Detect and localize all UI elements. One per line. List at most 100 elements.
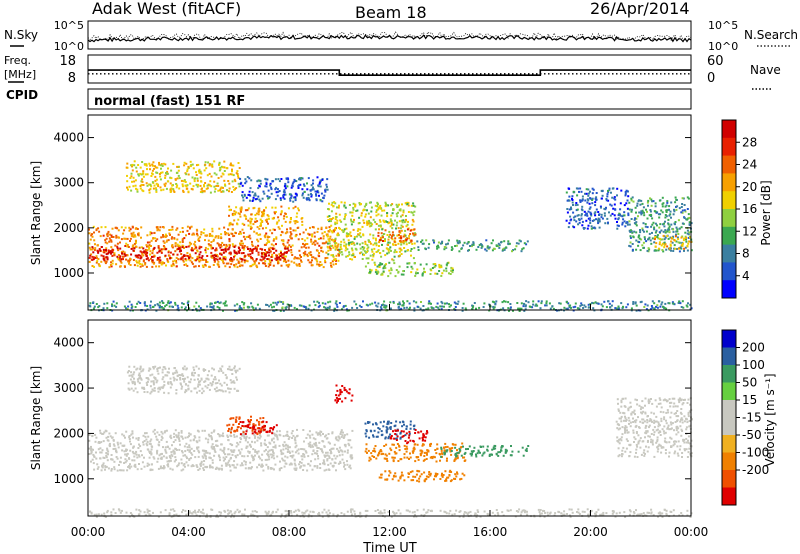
echo-cell-1 [156, 368, 159, 370]
echo-cell-10 [664, 220, 666, 223]
echo-cell-0 [302, 252, 305, 255]
echo-cell-3 [234, 213, 237, 216]
echo-cell-0 [150, 239, 153, 242]
echo-cell-0 [271, 439, 273, 442]
echo-cell-1 [153, 387, 156, 390]
echo-cell-12 [405, 306, 408, 309]
echo-cell-0 [292, 229, 295, 232]
echo-cell-1 [191, 249, 193, 252]
echo-cell-0 [320, 431, 323, 433]
echo-cell-1 [213, 368, 215, 371]
echo-cell-1 [157, 387, 160, 390]
echo-cell-0 [288, 244, 291, 247]
echo-cell-0 [280, 451, 283, 454]
echo-cell-0 [210, 437, 213, 440]
echo-cell-10 [675, 240, 678, 243]
echo-cell-0 [100, 260, 103, 263]
echo-cell-0 [166, 446, 169, 448]
echo-cell-0 [304, 450, 307, 453]
echo-cell-2 [130, 172, 133, 175]
echo-cell-12 [592, 307, 595, 310]
echo-cell-0 [228, 459, 231, 462]
echo-cell-0 [249, 225, 252, 228]
echo-cell-0 [338, 436, 341, 439]
echo-cell-4 [310, 184, 313, 187]
echo-cell-12 [392, 301, 395, 304]
echo-cell-5 [356, 229, 359, 232]
echo-cell-0 [212, 239, 215, 242]
echo-cell-9 [580, 217, 583, 220]
echo-cell-2 [139, 187, 142, 190]
echo-cell-0 [125, 430, 128, 433]
echo-cell-12 [174, 303, 177, 306]
echo-cell-12 [355, 303, 358, 306]
echo-cell-12 [667, 302, 670, 305]
echo-cell-5 [394, 249, 397, 252]
echo-cell-9 [609, 214, 612, 217]
echo-cell-0 [99, 451, 102, 454]
echo-cell-0 [186, 457, 188, 460]
echo-cell-5 [334, 227, 337, 230]
echo-cell-3 [292, 207, 295, 210]
echo-cell-4 [276, 188, 279, 191]
echo-cell-0 [149, 450, 152, 453]
echo-cell-5 [401, 221, 404, 224]
echo-cell-0 [251, 243, 254, 246]
date-title: 26/Apr/2014 [590, 0, 690, 18]
echo-cell-0 [300, 260, 303, 263]
echo-cell-0 [233, 460, 236, 463]
ytick-label: 2000 [53, 221, 84, 235]
echo-cell-0 [135, 453, 138, 456]
echo-cell-1 [159, 259, 162, 262]
echo-cell-1 [208, 388, 211, 391]
echo-cell-1 [227, 387, 229, 390]
echo-cell-0 [164, 233, 167, 236]
echo-cell-0 [290, 251, 293, 254]
echo-cell-0 [178, 440, 181, 442]
echo-cell-7 [400, 273, 403, 276]
echo-cell-0 [266, 238, 269, 241]
echo-cell-0 [173, 432, 176, 435]
echo-cell-0 [264, 243, 267, 246]
echo-cell-5 [370, 206, 373, 209]
echo-cell-0 [307, 463, 310, 466]
echo-cell-10 [642, 222, 645, 225]
echo-cell-3 [260, 223, 262, 226]
echo-cell-0 [296, 434, 299, 437]
echo-cell-2 [185, 173, 188, 176]
echo-cell-8 [505, 246, 508, 249]
echo-cell-9 [577, 218, 580, 221]
echo-cell-12 [345, 308, 348, 311]
echo-cell-0 [298, 265, 301, 267]
echo-cell-1 [201, 387, 204, 390]
echo-cell-0 [329, 449, 331, 452]
echo-cell-2 [204, 182, 207, 184]
echo-cell-1 [230, 369, 233, 371]
echo-cell-10 [672, 230, 675, 233]
echo-cell-12 [409, 306, 411, 309]
echo-cell-0 [326, 256, 329, 259]
echo-cell-4 [277, 178, 280, 181]
echo-cell-8 [458, 241, 461, 244]
echo-cell-0 [288, 263, 291, 266]
echo-cell-11 [674, 235, 677, 238]
echo-cell-0 [300, 461, 303, 464]
echo-cell-0 [114, 432, 117, 435]
echo-cell-0 [170, 228, 172, 231]
echo-cell-0 [111, 436, 114, 439]
echo-cell-0 [232, 451, 235, 453]
echo-cell-2 [250, 419, 252, 421]
echo-cell-9 [594, 201, 597, 204]
echo-cell-12 [353, 300, 356, 303]
echo-cell-4 [294, 197, 297, 200]
echo-cell-12 [574, 302, 577, 305]
echo-cell-4 [302, 196, 305, 199]
echo-cell-2 [183, 179, 186, 182]
echo-cell-0 [337, 449, 340, 452]
echo-cell-2 [158, 173, 161, 175]
echo-cell-12 [269, 303, 272, 306]
echo-cell-1 [167, 381, 170, 384]
echo-cell-0 [189, 259, 192, 262]
echo-cell-5 [392, 208, 395, 211]
echo-cell-4 [323, 194, 326, 197]
